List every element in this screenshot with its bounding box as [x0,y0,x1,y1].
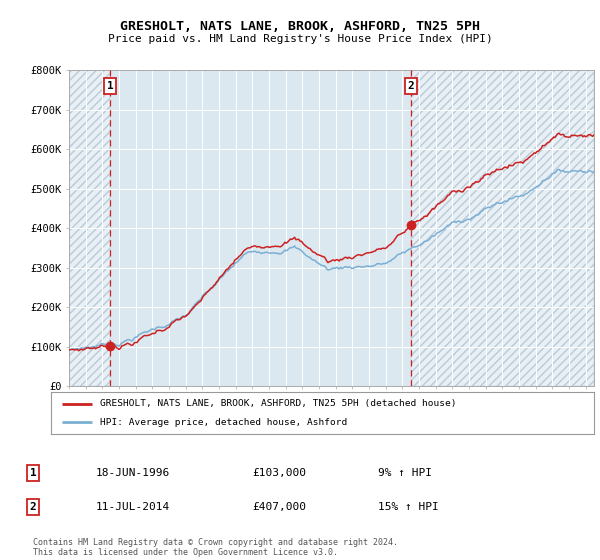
Text: Contains HM Land Registry data © Crown copyright and database right 2024.
This d: Contains HM Land Registry data © Crown c… [33,538,398,557]
Text: 15% ↑ HPI: 15% ↑ HPI [378,502,439,512]
Text: 9% ↑ HPI: 9% ↑ HPI [378,468,432,478]
Text: HPI: Average price, detached house, Ashford: HPI: Average price, detached house, Ashf… [100,418,347,427]
Text: GRESHOLT, NATS LANE, BROOK, ASHFORD, TN25 5PH: GRESHOLT, NATS LANE, BROOK, ASHFORD, TN2… [120,20,480,32]
Text: 11-JUL-2014: 11-JUL-2014 [96,502,170,512]
Bar [69,70,110,386]
Text: Price paid vs. HM Land Registry's House Price Index (HPI): Price paid vs. HM Land Registry's House … [107,34,493,44]
Text: 2: 2 [29,502,37,512]
Bar [411,70,594,386]
Bar [411,70,594,386]
Text: £103,000: £103,000 [252,468,306,478]
Text: 1: 1 [29,468,37,478]
Text: 2: 2 [408,81,415,91]
Text: GRESHOLT, NATS LANE, BROOK, ASHFORD, TN25 5PH (detached house): GRESHOLT, NATS LANE, BROOK, ASHFORD, TN2… [100,399,457,408]
Text: 18-JUN-1996: 18-JUN-1996 [96,468,170,478]
Text: 1: 1 [107,81,113,91]
Bar [69,70,110,386]
Text: £407,000: £407,000 [252,502,306,512]
